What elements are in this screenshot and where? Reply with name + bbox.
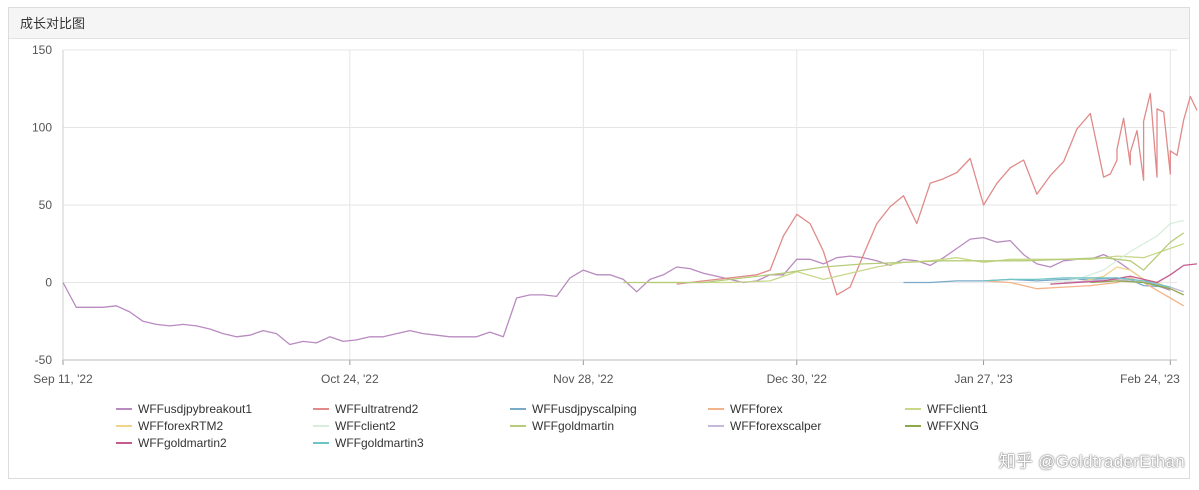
legend-item-wffxng[interactable]: WFFXNG — [905, 418, 979, 434]
x-tick-label: Jan 27, '23 — [954, 372, 1013, 386]
legend-item-wffforexrtm2[interactable]: WFFforexRTM2 — [116, 418, 223, 434]
series-line-wffforex[interactable] — [983, 277, 1185, 307]
series-line-wffclient2[interactable] — [1050, 219, 1184, 284]
legend-item-wffusdjpybreakout1[interactable]: WFFusdjpybreakout1 — [116, 401, 252, 417]
x-tick-label: Sep 11, '22 — [33, 372, 93, 386]
legend-item-wffclient2[interactable]: WFFclient2 — [313, 418, 396, 434]
legend-swatch — [708, 424, 724, 427]
legend-item-wffgoldmartin3[interactable]: WFFgoldmartin3 — [313, 435, 424, 451]
legend-swatch — [510, 407, 526, 410]
legend-swatch — [116, 407, 132, 410]
series-line-wffusdjpybreakout1[interactable] — [62, 236, 1171, 346]
legend-item-wffgoldmartin[interactable]: WFFgoldmartin — [510, 418, 614, 434]
series-line-wffxng[interactable] — [1090, 280, 1184, 296]
legend-swatch — [116, 441, 132, 444]
legend-label: WFFusdjpybreakout1 — [138, 402, 253, 416]
x-tick-label: Oct 24, '22 — [321, 372, 379, 386]
legend-swatch — [905, 424, 921, 427]
legend-label: WFFforex — [730, 402, 783, 416]
legend-swatch — [708, 407, 724, 410]
legend-swatch — [313, 441, 329, 444]
legend-swatch — [313, 407, 329, 410]
series-line-wffgoldmartin[interactable] — [623, 232, 1185, 284]
legend-label: WFFclient1 — [927, 402, 988, 416]
y-tick-label: 100 — [32, 121, 52, 135]
legend-swatch — [313, 424, 329, 427]
series-line-wffgoldmartin3[interactable] — [983, 277, 1171, 288]
legend-label: WFFgoldmartin3 — [335, 436, 424, 450]
series-line-wffforexscalper[interactable] — [1063, 278, 1184, 293]
chart-panel: 成长对比图 — [8, 7, 1190, 479]
legend-item-wffclient1[interactable]: WFFclient1 — [905, 401, 988, 417]
series-line-wffultratrend2[interactable] — [676, 92, 1198, 296]
panel-title: 成长对比图 — [9, 8, 1189, 39]
axes: -50 0 50 100 150 Sep 11, '22 Oct 24, '22 Nov 28… — [32, 43, 1180, 386]
series-line-wffusdjpyscalping[interactable] — [903, 277, 1171, 288]
legend-label: WFFforexscalper — [730, 419, 822, 433]
y-tick-label: -50 — [35, 353, 53, 367]
legend-item-wffultratrend2[interactable]: WFFultratrend2 — [313, 401, 418, 417]
series-lines[interactable] — [62, 92, 1198, 346]
watermark: 知乎 @GoldtraderEthan — [998, 452, 1185, 471]
legend-item-wffusdjpyscalping[interactable]: WFFusdjpyscalping — [510, 401, 637, 417]
legend-label: WFFgoldmartin — [532, 419, 615, 433]
legend-label: WFFultratrend2 — [335, 402, 419, 416]
legend-label: WFFXNG — [927, 419, 979, 433]
legend-item-wffgoldmartin2[interactable]: WFFgoldmartin2 — [116, 435, 227, 451]
legend-label: WFFforexRTM2 — [138, 419, 224, 433]
y-tick-label: 0 — [45, 276, 52, 290]
legend-label: WFFclient2 — [335, 419, 396, 433]
y-tick-label: 50 — [39, 198, 53, 212]
legend-item-wffforexscalper[interactable]: WFFforexscalper — [708, 418, 821, 434]
legend-swatch — [905, 407, 921, 410]
x-tick-label: Dec 30, '22 — [767, 372, 828, 386]
x-tick-label: Nov 28, '22 — [553, 372, 614, 386]
legend-swatch — [510, 424, 526, 427]
legend-item-wffforex[interactable]: WFFforex — [708, 401, 783, 417]
grid — [62, 49, 1177, 361]
legend-label: WFFusdjpyscalping — [532, 402, 637, 416]
legend-swatch — [116, 424, 132, 427]
series-line-wffgoldmartin2[interactable] — [1050, 263, 1198, 285]
y-tick-label: 150 — [32, 43, 52, 57]
x-tick-label: Feb 24, '23 — [1120, 372, 1180, 386]
legend-label: WFFgoldmartin2 — [138, 436, 227, 450]
series-line-wffclient1[interactable] — [650, 243, 1184, 284]
